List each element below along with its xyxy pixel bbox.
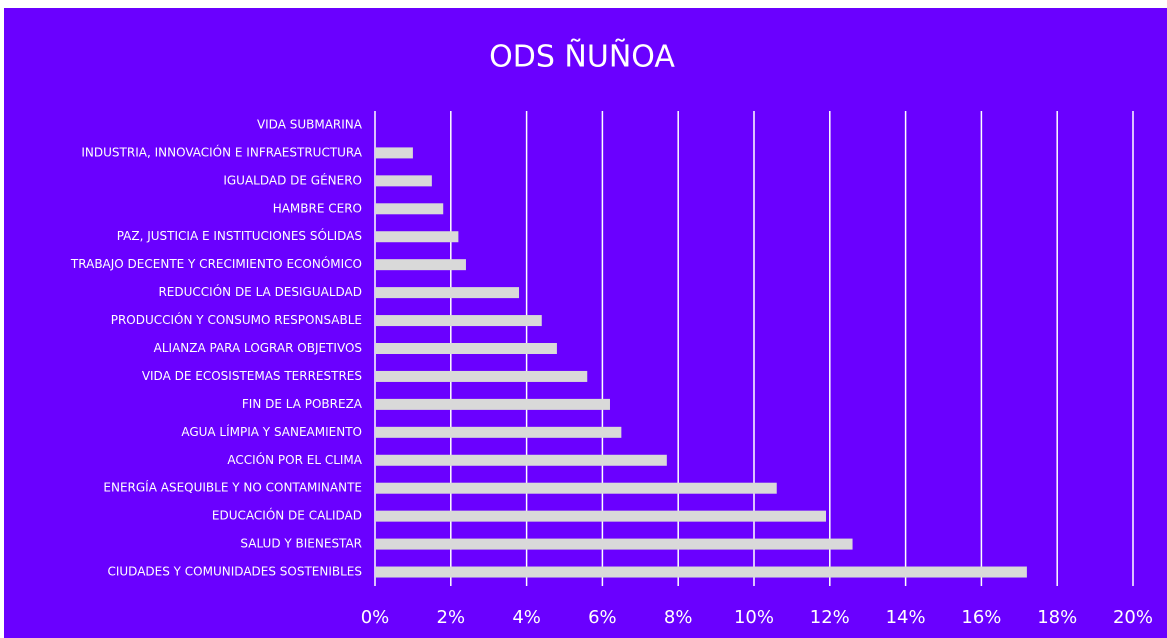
bar [375, 482, 777, 494]
chart-title: ODS ÑUÑOA [489, 39, 675, 75]
x-tick-label: 10% [734, 607, 774, 628]
x-tick-label: 0% [361, 607, 390, 628]
bar [375, 231, 459, 243]
bar [375, 147, 413, 159]
bar [375, 370, 588, 382]
bar [375, 426, 622, 438]
bar [375, 398, 610, 410]
y-tick-label: TRABAJO DECENTE Y CRECIMIENTO ECONÓMICO [70, 256, 362, 271]
y-tick-label: PAZ, JUSTICIA E INSTITUCIONES SÓLIDAS [117, 228, 362, 243]
y-tick-label: ALIANZA PARA LOGRAR OBJETIVOS [154, 341, 362, 355]
y-tick-label: FIN DE LA POBREZA [242, 397, 363, 411]
y-tick-label: ENERGÍA ASEQUIBLE Y NO CONTAMINANTE [103, 480, 362, 495]
y-tick-label: AGUA LÍMPIA Y SANEAMIENTO [181, 424, 362, 439]
y-tick-label: IGUALDAD DE GÉNERO [223, 172, 362, 187]
chart-background [4, 8, 1167, 638]
bar [375, 259, 466, 271]
y-tick-label: SALUD Y BIENESTAR [240, 537, 362, 551]
bar [375, 454, 667, 466]
bar [375, 287, 520, 299]
y-tick-label: VIDA SUBMARINA [257, 117, 363, 131]
x-tick-label: 16% [961, 607, 1001, 628]
x-tick-label: 14% [886, 607, 926, 628]
bar [375, 203, 444, 215]
x-tick-label: 20% [1113, 607, 1153, 628]
bar [375, 315, 542, 327]
x-tick-label: 2% [437, 607, 466, 628]
bar [375, 343, 557, 354]
bar [375, 538, 853, 550]
y-tick-label: EDUCACIÓN DE CALIDAD [212, 508, 362, 523]
x-tick-label: 18% [1037, 607, 1077, 628]
y-tick-label: PRODUCCIÓN Y CONSUMO RESPONSABLE [111, 312, 362, 327]
y-tick-label: VIDA DE ECOSISTEMAS TERRESTRES [142, 369, 362, 383]
y-tick-label: INDUSTRIA, INNOVACIÓN E INFRAESTRUCTURA [81, 144, 362, 159]
x-tick-label: 6% [588, 607, 617, 628]
x-tick-label: 8% [664, 607, 693, 628]
bar [375, 566, 1027, 578]
y-tick-label: REDUCCIÓN DE LA DESIGUALDAD [158, 284, 362, 299]
y-tick-label: CIUDADES Y COMUNIDADES SOSTENIBLES [107, 565, 362, 579]
bar [375, 175, 432, 187]
x-tick-label: 4% [512, 607, 541, 628]
bar [375, 510, 827, 522]
x-tick-label: 12% [810, 607, 850, 628]
y-tick-label: ACCIÓN POR EL CLIMA [227, 452, 362, 467]
y-tick-label: HAMBRE CERO [273, 201, 362, 215]
